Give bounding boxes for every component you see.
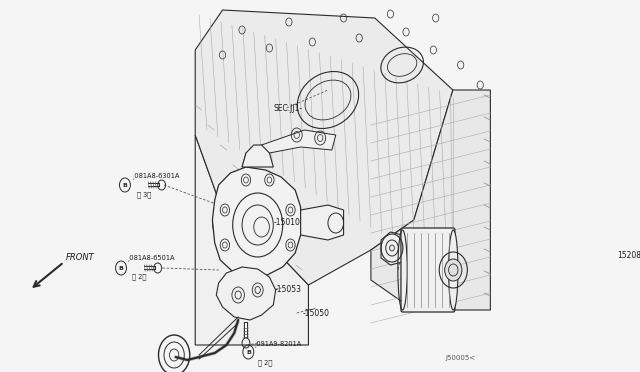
Text: ¸081A8-6501A: ¸081A8-6501A	[127, 254, 175, 261]
Polygon shape	[242, 130, 336, 167]
Polygon shape	[212, 167, 301, 277]
Text: SEC.JJ1-: SEC.JJ1-	[273, 103, 303, 112]
Text: -15053: -15053	[275, 285, 302, 295]
Text: 〈 3〉: 〈 3〉	[137, 191, 151, 198]
Text: -15050: -15050	[303, 308, 330, 317]
Ellipse shape	[449, 230, 458, 310]
Text: B: B	[246, 350, 251, 355]
Polygon shape	[371, 90, 490, 310]
Polygon shape	[216, 267, 276, 320]
Text: 〈 2〉: 〈 2〉	[259, 359, 273, 366]
Polygon shape	[301, 205, 344, 240]
Circle shape	[445, 259, 462, 281]
Text: B: B	[118, 266, 124, 270]
Text: 15208: 15208	[617, 250, 640, 260]
Text: J50005<: J50005<	[445, 355, 476, 361]
Polygon shape	[381, 232, 406, 265]
Text: ¸081A8-6301A: ¸081A8-6301A	[131, 172, 180, 179]
Text: B: B	[122, 183, 127, 187]
Text: FRONT: FRONT	[65, 253, 94, 263]
FancyBboxPatch shape	[401, 228, 455, 312]
Text: 〈 2〉: 〈 2〉	[132, 273, 147, 280]
Text: ¸091A9-8201A: ¸091A9-8201A	[253, 340, 301, 347]
Polygon shape	[195, 10, 453, 285]
Polygon shape	[195, 135, 308, 345]
Polygon shape	[242, 145, 273, 167]
Text: -15010: -15010	[273, 218, 300, 227]
